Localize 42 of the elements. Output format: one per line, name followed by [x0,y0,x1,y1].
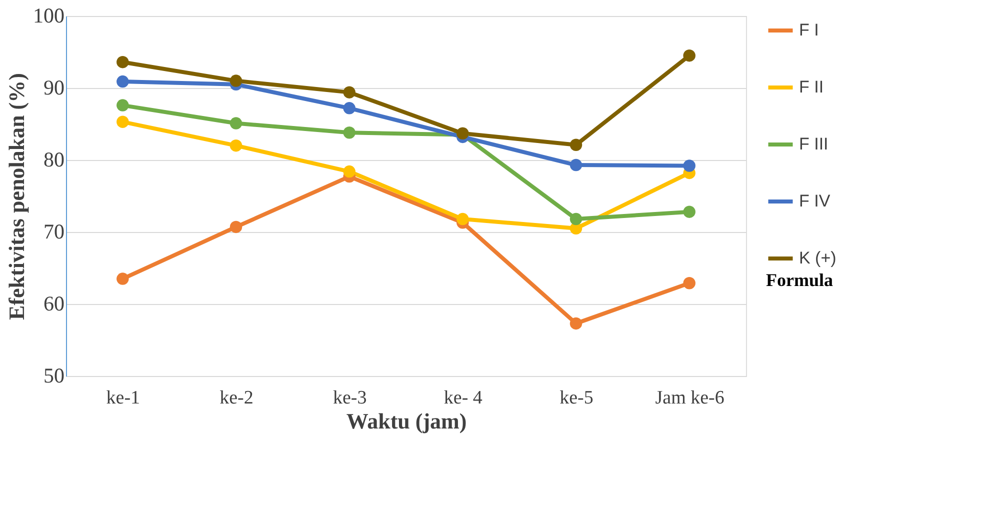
y-tick-label: 90 [44,76,64,100]
x-tick-label: ke- 4 [444,388,483,408]
point [683,160,696,172]
y-tick-label: 70 [44,220,64,244]
point [570,317,582,330]
point [116,116,129,128]
y-tick-label: 60 [44,292,64,316]
y-tick-label: 50 [44,364,64,388]
point [343,165,356,178]
point [343,102,356,114]
legend-label: F II [799,78,824,96]
point [456,212,469,226]
point [683,277,696,290]
point [570,138,582,151]
legend-title: Formula [766,270,833,290]
x-tick-label: ke-2 [220,388,254,408]
x-tick-label: Jam ke-6 [655,388,724,408]
legend-label: F I [799,20,819,40]
y-axis-title: Efektivitas penolakan (%) [4,73,29,320]
legend-label: F IV [799,192,831,210]
point [230,117,242,130]
point [230,220,242,234]
y-tick-label: 80 [44,148,64,172]
y-tick-label: 100 [33,4,64,28]
x-tick-label: ke-1 [106,388,140,408]
x-tick-label: ke-3 [332,388,367,408]
point [116,56,129,68]
x-tick-label: ke-5 [560,388,594,408]
legend-label: K (+) [799,248,836,268]
point [116,99,129,112]
point [230,139,242,152]
legend-label: F III [799,134,828,154]
point [116,75,129,88]
point [116,272,129,285]
point [570,158,582,172]
point [570,212,582,226]
point [343,126,356,139]
x-axis-title: Waktu (jam) [346,408,467,434]
point [230,74,242,87]
point [683,206,696,218]
point [343,86,356,98]
point [683,49,696,62]
